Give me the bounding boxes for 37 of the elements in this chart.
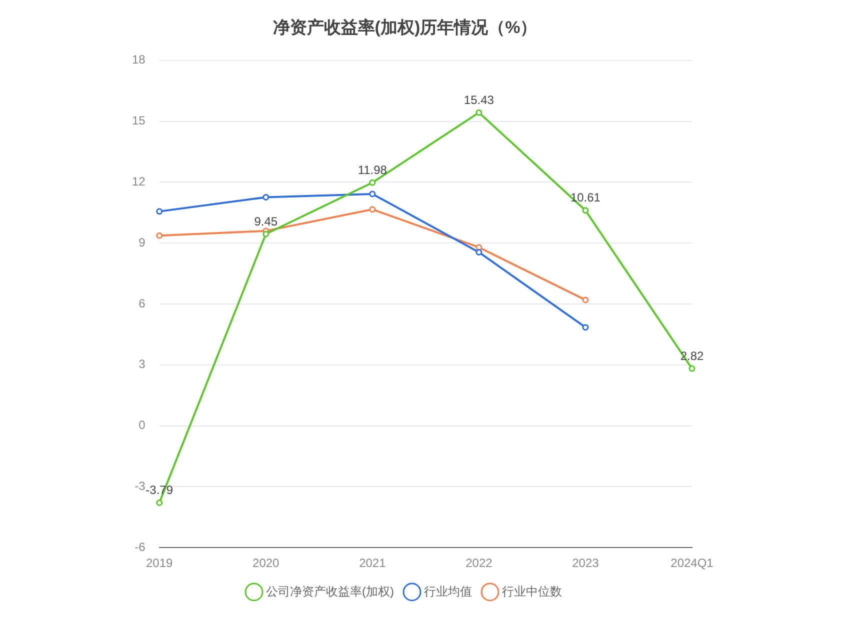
data-label: 11.98 <box>358 162 388 177</box>
y-tick-label: -6 <box>134 540 146 554</box>
point <box>476 109 482 116</box>
data-label: 9.45 <box>254 214 278 228</box>
x-tick-label: 2022 <box>466 556 493 570</box>
point <box>262 230 270 238</box>
point <box>156 499 163 506</box>
legend-label: 行业均值 <box>424 584 472 598</box>
y-tick-label: 6 <box>138 296 146 310</box>
legend-label: 行业中位数 <box>502 584 562 598</box>
legend-label: 公司净资产收益率(加权) <box>266 584 394 598</box>
y-tick-label: 18 <box>132 52 146 67</box>
point <box>369 179 376 186</box>
point <box>156 232 163 239</box>
chart-title: 净资产收益率(加权)历年情况（%） <box>272 18 538 37</box>
point <box>156 208 163 215</box>
x-tick-label: 2023 <box>572 556 600 570</box>
y-tick-label: 15 <box>132 114 146 128</box>
y-tick-label: 3 <box>138 357 146 372</box>
point <box>582 324 589 331</box>
point <box>582 296 589 304</box>
y-tick-label: 9 <box>138 235 146 250</box>
point <box>369 190 376 198</box>
y-tick-label: -3 <box>134 479 146 494</box>
y-tick-label: 12 <box>132 174 146 189</box>
data-label: 10.61 <box>570 190 601 205</box>
y-tick-label: 0 <box>138 418 146 432</box>
x-tick-label: 2021 <box>359 556 386 570</box>
data-label: 15.43 <box>464 92 494 107</box>
x-tick-label: 2019 <box>146 556 174 570</box>
point <box>262 194 270 200</box>
point <box>582 207 589 214</box>
x-tick-label: 2024Q1 <box>670 556 714 570</box>
x-tick-label: 2020 <box>252 556 280 570</box>
point <box>688 365 696 372</box>
point <box>369 206 376 213</box>
point <box>476 248 482 256</box>
